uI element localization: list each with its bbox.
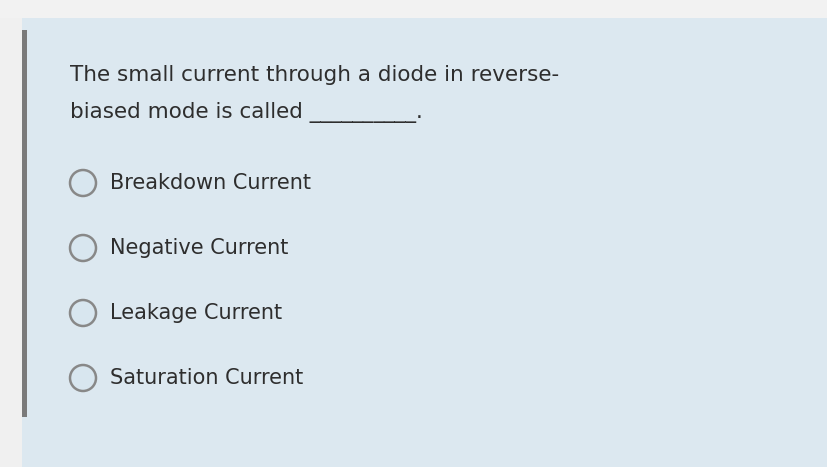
- Bar: [0, 18, 22, 467]
- Text: The small current through a diode in reverse-: The small current through a diode in rev…: [70, 65, 558, 85]
- Ellipse shape: [70, 300, 96, 326]
- Ellipse shape: [70, 365, 96, 391]
- Ellipse shape: [70, 170, 96, 196]
- Text: Leakage Current: Leakage Current: [110, 303, 282, 323]
- Bar: [22, 30, 27, 417]
- Text: Breakdown Current: Breakdown Current: [110, 173, 311, 193]
- Text: Saturation Current: Saturation Current: [110, 368, 303, 388]
- Bar: [0, 0, 827, 18]
- Text: Negative Current: Negative Current: [110, 238, 288, 258]
- Ellipse shape: [70, 235, 96, 261]
- Text: biased mode is called __________.: biased mode is called __________.: [70, 102, 423, 123]
